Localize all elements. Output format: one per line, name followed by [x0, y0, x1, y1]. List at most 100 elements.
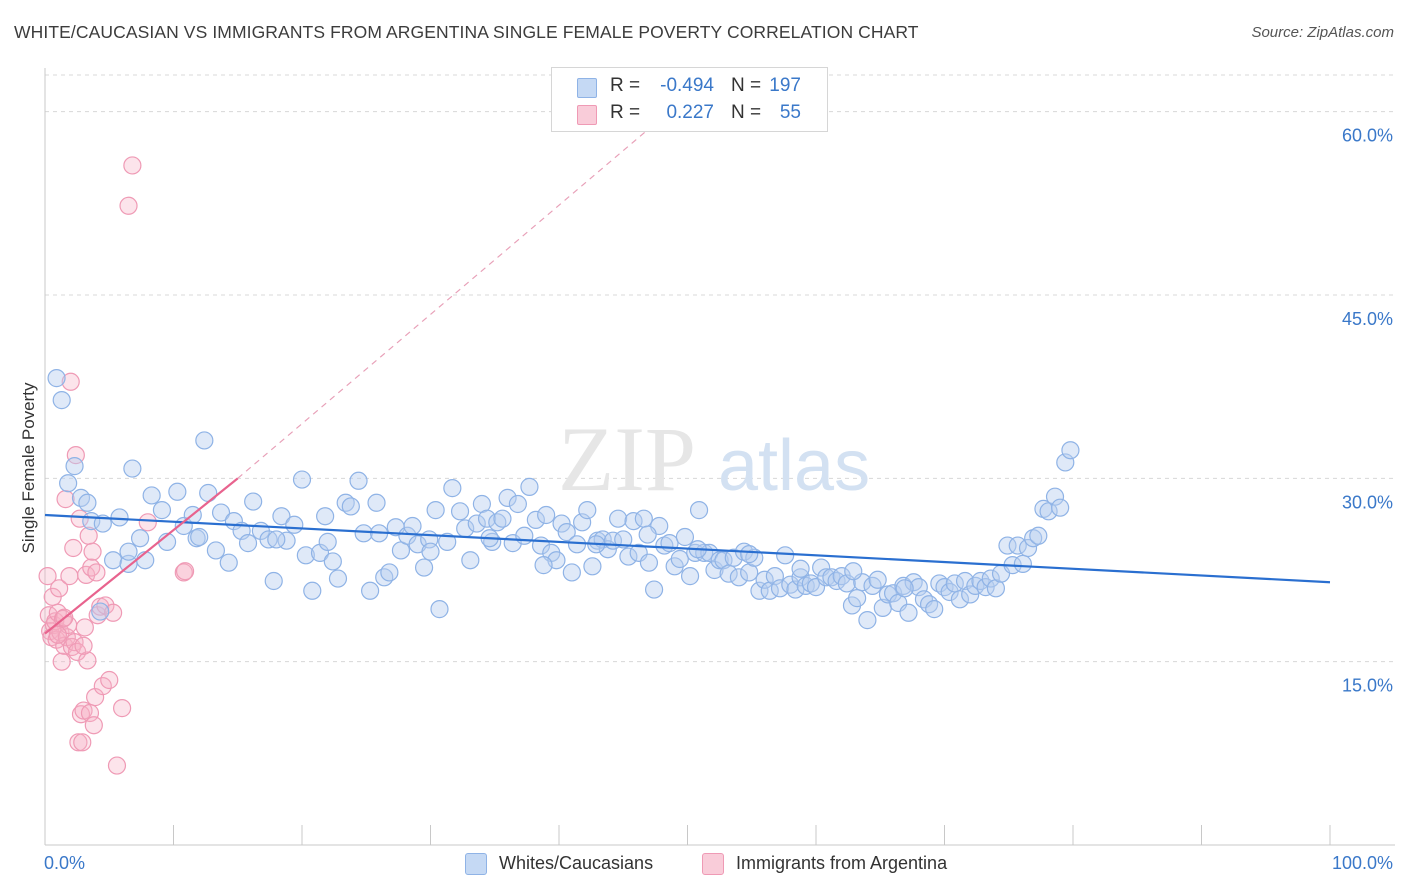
- point-whites: [498, 488, 517, 507]
- series-immigrants-argentina: [38, 156, 195, 775]
- legend-swatch-blue: [577, 78, 597, 98]
- point-whites: [367, 493, 386, 512]
- point-whites: [168, 482, 187, 501]
- point-whites: [755, 570, 774, 589]
- point-whites: [267, 530, 286, 549]
- point-whites: [644, 580, 664, 599]
- point-whites: [904, 573, 923, 592]
- point-whites: [238, 534, 258, 553]
- point-whites: [65, 457, 84, 476]
- legend-swatch-pink: [577, 105, 597, 125]
- point-whites: [461, 551, 480, 570]
- point-argentina: [61, 372, 80, 391]
- point-whites: [750, 581, 769, 600]
- point-whites: [844, 562, 863, 581]
- point-whites: [515, 526, 534, 545]
- point-whites: [858, 611, 877, 630]
- y-tick-label: 45.0%: [1342, 309, 1393, 329]
- x-tick-label-min: 0.0%: [44, 853, 85, 873]
- chart-source: Source: ZipAtlas.com: [1251, 24, 1394, 41]
- point-whites: [259, 530, 278, 549]
- point-whites: [130, 529, 150, 548]
- point-argentina: [48, 625, 67, 644]
- point-whites: [562, 563, 581, 582]
- point-argentina: [84, 716, 103, 735]
- point-whites: [190, 527, 209, 547]
- point-whites: [119, 542, 138, 561]
- point-whites: [639, 553, 659, 572]
- chart-title: WHITE/CAUCASIAN VS IMMIGRANTS FROM ARGEN…: [14, 22, 919, 42]
- point-whites: [675, 527, 695, 547]
- point-whites: [354, 524, 373, 543]
- bottom-legend-swatch-blue: [465, 853, 487, 875]
- legend-r-value: 0.227: [666, 102, 714, 123]
- legend-row-whites: R = -0.494 N = 197: [552, 74, 827, 100]
- y-tick-label: 60.0%: [1342, 126, 1393, 146]
- point-whites: [316, 507, 335, 526]
- point-whites: [955, 571, 975, 591]
- point-whites: [136, 551, 155, 570]
- legend-n-value: 197: [769, 75, 801, 96]
- point-whites: [211, 503, 231, 522]
- point-argentina: [73, 733, 92, 752]
- point-argentina: [38, 567, 57, 586]
- trend-line-argentina: [44, 477, 239, 635]
- point-argentina: [138, 513, 157, 532]
- point-whites: [981, 569, 1000, 588]
- point-whites: [883, 584, 903, 603]
- point-whites: [328, 569, 348, 588]
- point-argentina: [174, 563, 193, 582]
- point-whites: [1013, 554, 1032, 573]
- point-argentina: [60, 567, 79, 586]
- point-argentina: [123, 156, 142, 175]
- point-whites: [899, 603, 918, 622]
- point-whites: [123, 459, 142, 478]
- point-whites: [781, 575, 800, 594]
- legend-n-label: N =: [731, 75, 762, 96]
- point-whites: [341, 497, 360, 516]
- point-argentina: [112, 699, 132, 718]
- point-argentina: [87, 563, 106, 582]
- point-whites: [791, 559, 810, 578]
- point-argentina: [82, 558, 101, 577]
- watermark-zip: ZIP: [558, 408, 696, 510]
- point-argentina: [175, 562, 195, 581]
- point-whites: [940, 582, 959, 602]
- point-whites: [638, 525, 657, 544]
- point-whites: [534, 556, 553, 575]
- point-whites: [895, 579, 914, 598]
- point-whites: [477, 509, 497, 528]
- point-whites: [438, 532, 457, 551]
- point-whites: [318, 532, 337, 551]
- legend-r-label: R =: [610, 102, 641, 123]
- point-whites: [361, 581, 380, 600]
- point-whites: [403, 516, 422, 536]
- watermark-atlas: atlas: [718, 426, 870, 506]
- point-argentina: [69, 733, 88, 752]
- point-whites: [710, 551, 729, 570]
- point-whites: [950, 590, 970, 609]
- point-whites: [264, 571, 283, 591]
- point-whites: [619, 547, 638, 566]
- point-whites: [206, 541, 226, 560]
- point-whites: [1045, 487, 1065, 506]
- point-argentina: [50, 579, 69, 598]
- point-whites: [526, 510, 545, 529]
- bottom-legend-swatch-pink: [702, 853, 724, 875]
- point-whites: [567, 535, 587, 554]
- point-whites: [59, 474, 78, 493]
- point-argentina: [74, 636, 93, 655]
- legend-r-value: -0.494: [660, 75, 714, 96]
- x-tick-label-max: 100.0%: [1332, 853, 1393, 873]
- point-whites: [609, 509, 628, 528]
- y-tick-label: 15.0%: [1342, 676, 1393, 696]
- point-argentina: [64, 538, 83, 558]
- legend-row-argentina: R = 0.227 N = 55: [552, 101, 827, 127]
- axis-labels: 15.0% 30.0% 45.0% 60.0% 0.0% 100.0% Single Fem…: [19, 126, 1393, 873]
- axis-layer: [44, 68, 1395, 846]
- point-argentina: [70, 509, 89, 528]
- point-whites: [195, 431, 214, 450]
- point-whites: [430, 600, 449, 619]
- point-whites: [740, 545, 759, 564]
- point-argentina: [119, 196, 138, 215]
